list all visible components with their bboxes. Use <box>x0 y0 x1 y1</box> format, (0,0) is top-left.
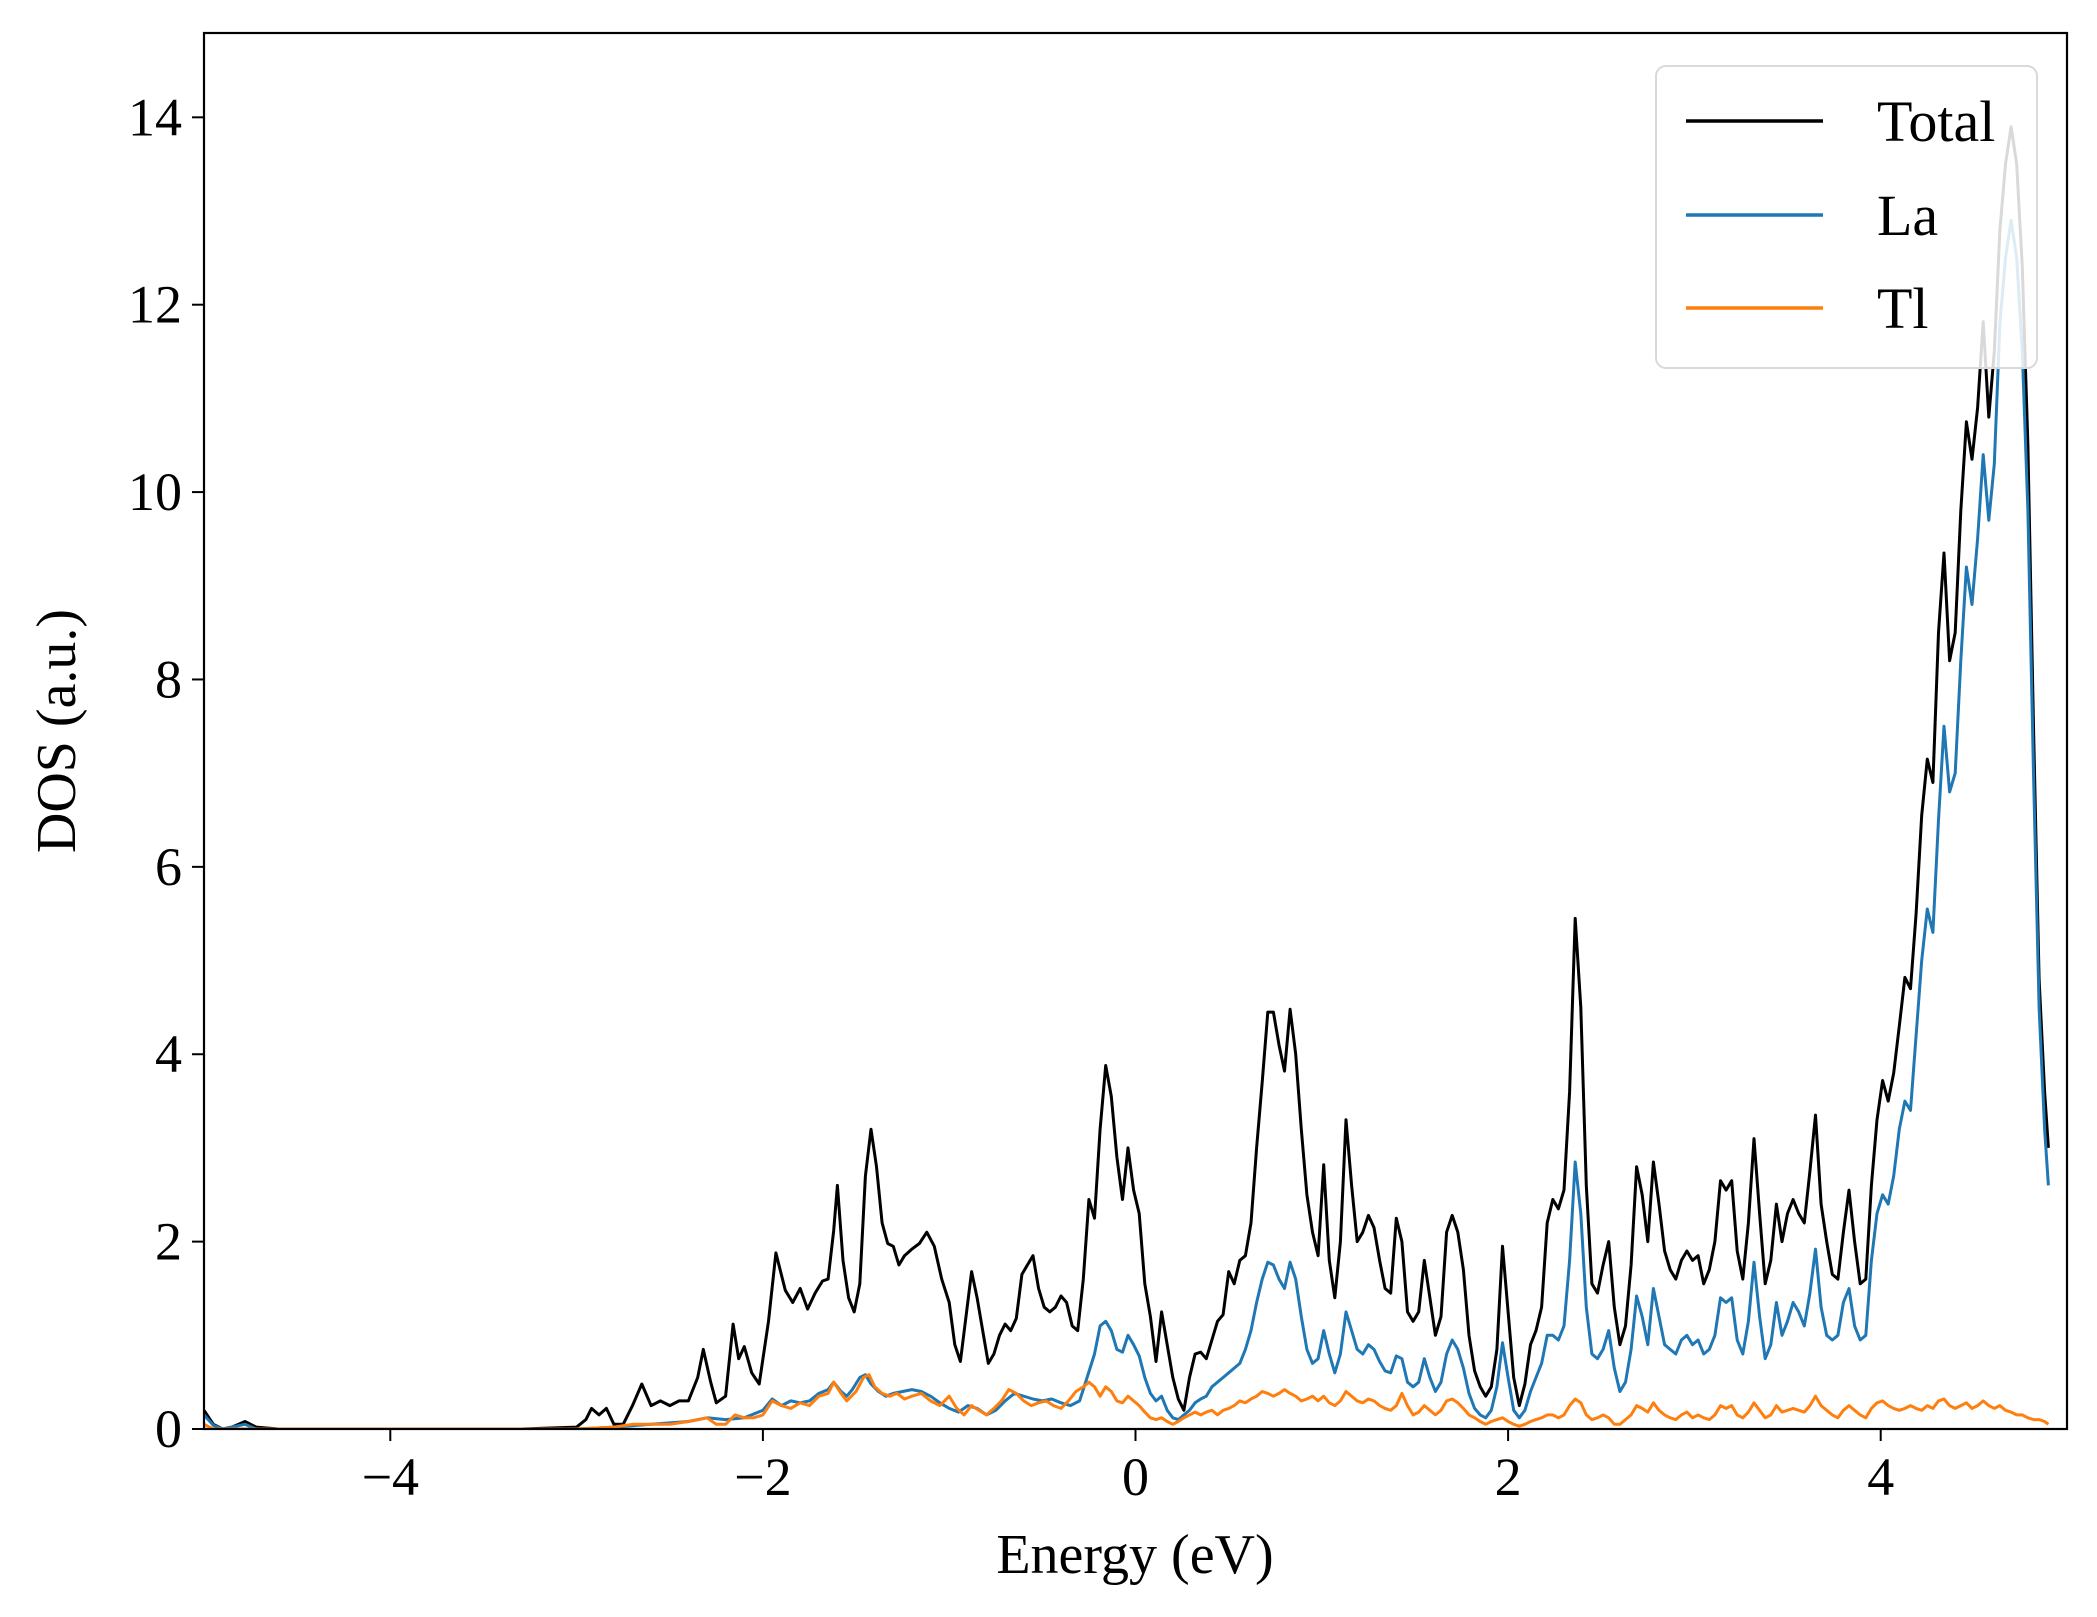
x-axis-label: Energy (eV) <box>996 1524 1273 1586</box>
y-tick-label: 12 <box>128 275 182 335</box>
y-tick-label: 4 <box>155 1024 182 1084</box>
y-axis: 0 2 4 6 8 10 12 14 <box>128 87 204 1459</box>
y-tick-label: 14 <box>128 87 182 147</box>
y-tick-label: 10 <box>128 462 182 522</box>
legend-label-la: La <box>1877 183 1938 248</box>
y-tick-label: 8 <box>155 649 182 709</box>
series-line-la <box>204 218 2050 1429</box>
x-axis: −4 −2 0 2 4 <box>362 1429 1894 1507</box>
x-tick-label: 4 <box>1867 1447 1894 1507</box>
series-layer <box>204 125 2050 1429</box>
x-tick-label: 0 <box>1122 1447 1149 1507</box>
legend: Total La Tl <box>1655 65 2038 369</box>
y-tick-label: 0 <box>155 1399 182 1459</box>
x-tick-label: −4 <box>362 1447 419 1507</box>
y-tick-label: 6 <box>155 837 182 897</box>
x-tick-label: 2 <box>1495 1447 1522 1507</box>
series-line-total <box>204 125 2050 1429</box>
y-axis-label: DOS (a.u.) <box>26 609 88 853</box>
legend-label-total: Total <box>1877 89 1995 154</box>
legend-label-tl: Tl <box>1877 276 1929 341</box>
series-line-tl <box>204 1373 2050 1429</box>
legend-box <box>1655 65 2038 369</box>
y-tick-label: 2 <box>155 1212 182 1272</box>
x-tick-label: −2 <box>734 1447 791 1507</box>
plot-area <box>204 125 2050 1429</box>
